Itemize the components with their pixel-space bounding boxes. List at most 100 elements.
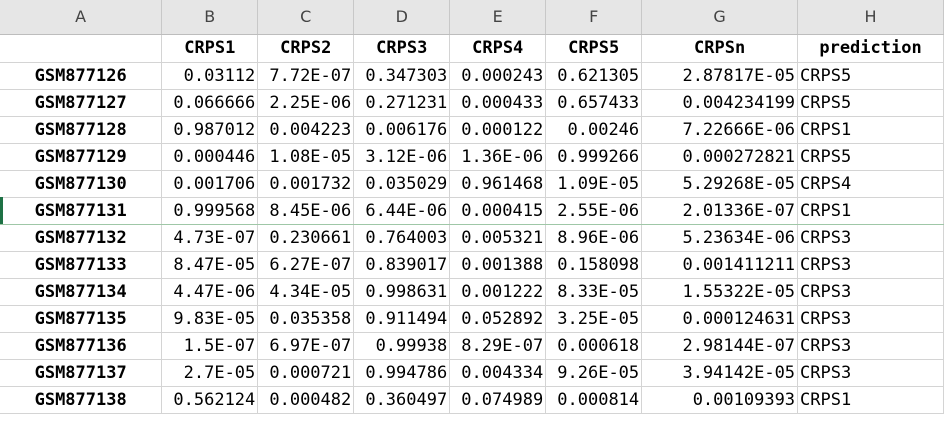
data-cell[interactable]: 0.347303 <box>353 62 451 90</box>
column-header-d[interactable]: D <box>353 0 451 35</box>
prediction-cell[interactable]: CRPS1 <box>797 197 944 225</box>
prediction-cell[interactable]: CRPS4 <box>797 170 944 198</box>
data-cell[interactable]: 0.00109393 <box>641 386 799 414</box>
column-header-f[interactable]: F <box>545 0 643 35</box>
prediction-cell[interactable]: CRPS3 <box>797 305 944 333</box>
prediction-cell[interactable]: CRPS3 <box>797 251 944 279</box>
data-cell[interactable]: 9.83E-05 <box>161 305 259 333</box>
header-cell[interactable]: CRPS5 <box>545 34 643 63</box>
data-cell[interactable]: 6.97E-07 <box>257 332 355 360</box>
column-header-c[interactable]: C <box>257 0 355 35</box>
sample-id-cell[interactable]: GSM877133 <box>0 251 163 279</box>
data-cell[interactable]: 0.000243 <box>449 62 547 90</box>
header-cell[interactable]: CRPS1 <box>161 34 259 63</box>
prediction-cell[interactable]: CRPS5 <box>797 62 944 90</box>
data-cell[interactable]: 0.994786 <box>353 359 451 387</box>
data-cell[interactable]: 7.22666E-06 <box>641 116 799 144</box>
sample-id-cell[interactable]: GSM877129 <box>0 143 163 171</box>
data-cell[interactable]: 0.001411211 <box>641 251 799 279</box>
prediction-cell[interactable]: CRPS5 <box>797 143 944 171</box>
sample-id-cell[interactable]: GSM877130 <box>0 170 163 198</box>
header-cell[interactable]: prediction <box>797 34 944 63</box>
sample-id-cell[interactable]: GSM877136 <box>0 332 163 360</box>
data-cell[interactable]: 0.999568 <box>161 197 259 225</box>
data-cell[interactable]: 0.00246 <box>545 116 643 144</box>
sample-id-cell[interactable]: GSM877135 <box>0 305 163 333</box>
data-cell[interactable]: 4.34E-05 <box>257 278 355 306</box>
data-cell[interactable]: 0.074989 <box>449 386 547 414</box>
prediction-cell[interactable]: CRPS5 <box>797 89 944 117</box>
data-cell[interactable]: 2.55E-06 <box>545 197 643 225</box>
data-cell[interactable]: 0.004223 <box>257 116 355 144</box>
data-cell[interactable]: 3.25E-05 <box>545 305 643 333</box>
sample-id-cell[interactable]: GSM877138 <box>0 386 163 414</box>
sample-id-cell[interactable]: GSM877126 <box>0 62 163 90</box>
data-cell[interactable]: 0.621305 <box>545 62 643 90</box>
sample-id-cell[interactable]: GSM877127 <box>0 89 163 117</box>
data-cell[interactable]: 6.27E-07 <box>257 251 355 279</box>
prediction-cell[interactable]: CRPS3 <box>797 278 944 306</box>
prediction-cell[interactable]: CRPS3 <box>797 224 944 252</box>
data-cell[interactable]: 0.001222 <box>449 278 547 306</box>
sample-id-cell[interactable]: GSM877131 <box>0 197 163 225</box>
data-cell[interactable]: 8.29E-07 <box>449 332 547 360</box>
data-cell[interactable]: 7.72E-07 <box>257 62 355 90</box>
data-cell[interactable]: 1.36E-06 <box>449 143 547 171</box>
prediction-cell[interactable]: CRPS3 <box>797 332 944 360</box>
data-cell[interactable]: 0.000482 <box>257 386 355 414</box>
data-cell[interactable]: 0.000272821 <box>641 143 799 171</box>
data-cell[interactable]: 0.998631 <box>353 278 451 306</box>
header-cell[interactable] <box>0 34 163 63</box>
header-cell[interactable]: CRPS4 <box>449 34 547 63</box>
data-cell[interactable]: 0.006176 <box>353 116 451 144</box>
sample-id-cell[interactable]: GSM877128 <box>0 116 163 144</box>
data-cell[interactable]: 2.01336E-07 <box>641 197 799 225</box>
data-cell[interactable]: 2.98144E-07 <box>641 332 799 360</box>
data-cell[interactable]: 0.001388 <box>449 251 547 279</box>
sample-id-cell[interactable]: GSM877132 <box>0 224 163 252</box>
data-cell[interactable]: 0.764003 <box>353 224 451 252</box>
data-cell[interactable]: 0.961468 <box>449 170 547 198</box>
data-cell[interactable]: 1.5E-07 <box>161 332 259 360</box>
data-cell[interactable]: 0.004234199 <box>641 89 799 117</box>
data-cell[interactable]: 2.7E-05 <box>161 359 259 387</box>
header-cell[interactable]: CRPS3 <box>353 34 451 63</box>
sample-id-cell[interactable]: GSM877134 <box>0 278 163 306</box>
data-cell[interactable]: 0.035029 <box>353 170 451 198</box>
data-cell[interactable]: 0.911494 <box>353 305 451 333</box>
column-header-e[interactable]: E <box>449 0 547 35</box>
data-cell[interactable]: 0.158098 <box>545 251 643 279</box>
data-cell[interactable]: 0.562124 <box>161 386 259 414</box>
data-cell[interactable]: 0.230661 <box>257 224 355 252</box>
data-cell[interactable]: 5.29268E-05 <box>641 170 799 198</box>
data-cell[interactable]: 0.987012 <box>161 116 259 144</box>
data-cell[interactable]: 0.004334 <box>449 359 547 387</box>
data-cell[interactable]: 0.000122 <box>449 116 547 144</box>
data-cell[interactable]: 0.03112 <box>161 62 259 90</box>
data-cell[interactable]: 0.066666 <box>161 89 259 117</box>
data-cell[interactable]: 0.000415 <box>449 197 547 225</box>
data-cell[interactable]: 0.657433 <box>545 89 643 117</box>
data-cell[interactable]: 9.26E-05 <box>545 359 643 387</box>
prediction-cell[interactable]: CRPS1 <box>797 116 944 144</box>
column-header-h[interactable]: H <box>797 0 944 35</box>
data-cell[interactable]: 0.999266 <box>545 143 643 171</box>
data-cell[interactable]: 8.96E-06 <box>545 224 643 252</box>
data-cell[interactable]: 1.08E-05 <box>257 143 355 171</box>
data-cell[interactable]: 0.360497 <box>353 386 451 414</box>
data-cell[interactable]: 0.271231 <box>353 89 451 117</box>
prediction-cell[interactable]: CRPS3 <box>797 359 944 387</box>
data-cell[interactable]: 8.45E-06 <box>257 197 355 225</box>
data-cell[interactable]: 0.000618 <box>545 332 643 360</box>
data-cell[interactable]: 0.035358 <box>257 305 355 333</box>
data-cell[interactable]: 0.000814 <box>545 386 643 414</box>
data-cell[interactable]: 6.44E-06 <box>353 197 451 225</box>
column-header-g[interactable]: G <box>641 0 799 35</box>
data-cell[interactable]: 3.94142E-05 <box>641 359 799 387</box>
data-cell[interactable]: 8.33E-05 <box>545 278 643 306</box>
header-cell[interactable]: CRPS2 <box>257 34 355 63</box>
column-header-a[interactable]: A <box>0 0 163 35</box>
data-cell[interactable]: 0.001732 <box>257 170 355 198</box>
data-cell[interactable]: 0.839017 <box>353 251 451 279</box>
data-cell[interactable]: 1.55322E-05 <box>641 278 799 306</box>
